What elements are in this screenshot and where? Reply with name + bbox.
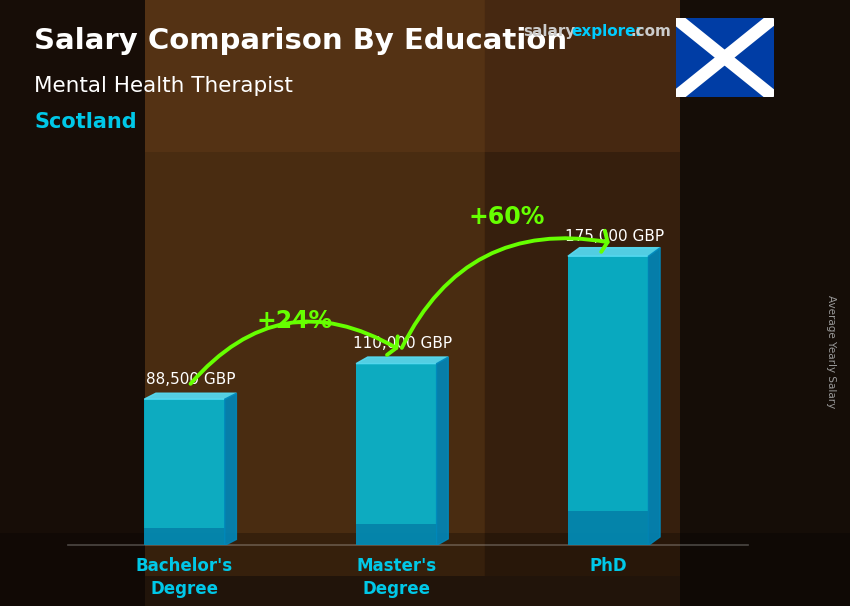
Bar <box>144 399 224 545</box>
Text: 110,000 GBP: 110,000 GBP <box>353 336 452 351</box>
Text: +24%: +24% <box>257 309 332 333</box>
Text: 175,000 GBP: 175,000 GBP <box>565 229 664 244</box>
Polygon shape <box>568 248 660 256</box>
Bar <box>356 524 437 545</box>
Bar <box>144 0 680 152</box>
Text: Average Yearly Salary: Average Yearly Salary <box>826 295 836 408</box>
Polygon shape <box>437 357 448 545</box>
Bar <box>0 0 144 606</box>
Bar <box>484 0 680 576</box>
Bar <box>0 533 850 606</box>
Bar <box>568 256 649 545</box>
Polygon shape <box>649 248 660 545</box>
Text: +60%: +60% <box>468 205 545 230</box>
Text: explorer: explorer <box>571 24 643 39</box>
Polygon shape <box>356 357 448 364</box>
Text: Salary Comparison By Education: Salary Comparison By Education <box>34 27 567 55</box>
Polygon shape <box>144 393 236 399</box>
Bar <box>356 364 437 545</box>
Text: Scotland: Scotland <box>34 112 137 132</box>
Polygon shape <box>224 393 236 545</box>
Bar <box>568 511 649 545</box>
Bar <box>144 0 484 576</box>
Text: .com: .com <box>631 24 672 39</box>
Bar <box>680 0 850 606</box>
Text: Mental Health Therapist: Mental Health Therapist <box>34 76 293 96</box>
Bar <box>144 528 224 545</box>
Text: 88,500 GBP: 88,500 GBP <box>146 371 235 387</box>
Text: salary: salary <box>523 24 575 39</box>
